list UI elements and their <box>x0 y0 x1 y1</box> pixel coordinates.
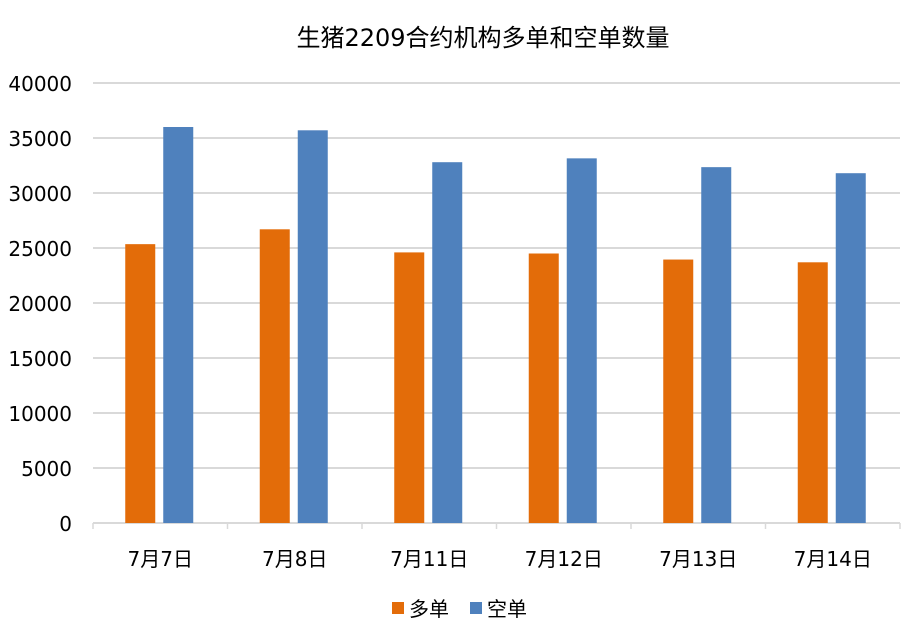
legend-label: 空单 <box>487 597 527 621</box>
bar-long <box>394 252 425 523</box>
chart-title: 生猪2209合约机构多单和空单数量 <box>296 24 669 52</box>
y-tick-label: 35000 <box>8 127 72 151</box>
y-tick-label: 20000 <box>8 292 72 316</box>
bar-short <box>566 158 597 523</box>
y-tick-label: 30000 <box>8 182 72 206</box>
x-tick-label: 7月11日 <box>390 547 468 571</box>
x-tick-label: 7月8日 <box>262 547 327 571</box>
bar-long <box>259 229 290 524</box>
bar-short <box>297 130 328 524</box>
legend-swatch <box>392 602 404 614</box>
bar-long <box>797 262 828 523</box>
y-tick-label: 5000 <box>21 457 72 481</box>
x-tick-label: 7月13日 <box>659 547 737 571</box>
bar-long <box>528 253 559 523</box>
x-tick-label: 7月14日 <box>794 547 872 571</box>
bar-short <box>163 127 194 523</box>
legend: 多单 空单 <box>392 597 527 621</box>
bar-short <box>835 173 866 523</box>
y-tick-label: 40000 <box>8 72 72 96</box>
legend-swatch <box>470 602 482 614</box>
y-tick-label: 15000 <box>8 347 72 371</box>
x-tick-label: 7月12日 <box>525 547 603 571</box>
bar-long <box>125 244 156 523</box>
legend-label: 多单 <box>409 597 449 621</box>
bar-short <box>432 162 463 523</box>
x-tick-label: 7月7日 <box>128 547 193 571</box>
y-tick-label: 0 <box>59 512 72 536</box>
bar-long <box>663 259 694 523</box>
y-tick-label: 25000 <box>8 237 72 261</box>
bar-short <box>701 167 732 523</box>
y-tick-label: 10000 <box>8 402 72 426</box>
